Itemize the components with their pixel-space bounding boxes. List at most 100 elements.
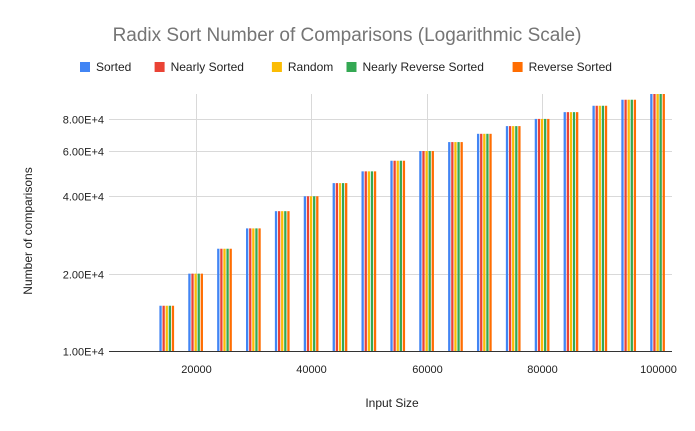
bar (165, 305, 168, 351)
bar (422, 151, 425, 351)
bar (540, 118, 544, 351)
bar (223, 248, 226, 351)
legend-item: Nearly Sorted (154, 60, 244, 74)
bar (255, 228, 258, 351)
bar (534, 118, 538, 351)
bar (338, 183, 342, 351)
x-tick-label: 40000 (296, 364, 327, 376)
legend-label: Reverse Sorted (529, 60, 612, 74)
bar (480, 133, 483, 351)
bar (650, 94, 653, 351)
bar (537, 118, 541, 351)
bar (229, 248, 232, 351)
bar (451, 142, 454, 351)
x-tick-label: 80000 (527, 364, 558, 376)
bar (653, 94, 656, 351)
y-tick-label: 4.00E+4 (63, 192, 104, 204)
bar (335, 183, 339, 351)
legend-item: Nearly Reverse Sorted (346, 60, 484, 74)
legend-swatch (271, 62, 282, 72)
legend-label: Sorted (96, 60, 131, 74)
bar (662, 94, 665, 351)
y-tick-label: 8.00E+4 (63, 115, 104, 127)
bar (220, 248, 223, 351)
bar (171, 305, 175, 351)
bar (309, 196, 313, 351)
y-tick-label: 6.00E+4 (63, 147, 104, 159)
bar (544, 118, 547, 351)
legend-item: Random (271, 60, 333, 74)
bar (159, 305, 162, 351)
bar (168, 305, 171, 351)
bar (200, 273, 203, 351)
bar (572, 112, 576, 351)
y-axis-title: Number of comparisons (21, 167, 35, 294)
x-tick-label: 20000 (181, 364, 212, 376)
bar (489, 133, 492, 351)
bar (604, 105, 608, 351)
bar (486, 133, 489, 351)
bar (419, 151, 422, 351)
bar (431, 151, 434, 351)
bar (428, 151, 431, 351)
bar (316, 196, 319, 351)
bar (483, 133, 486, 351)
bar (345, 183, 348, 351)
y-tick-label: 2.00E+4 (63, 270, 104, 282)
bar (188, 273, 191, 351)
bar (476, 133, 480, 351)
bar (390, 160, 393, 351)
bar (393, 160, 396, 351)
bar (457, 142, 460, 351)
bar (246, 228, 249, 351)
bar (332, 183, 335, 351)
bar (505, 126, 509, 351)
bar (402, 160, 406, 351)
bar (592, 105, 595, 351)
legend-swatch (154, 62, 165, 72)
bar (217, 248, 220, 351)
bar (277, 211, 281, 351)
bar (258, 228, 261, 351)
bar (226, 248, 229, 351)
bar (191, 273, 194, 351)
bar (448, 142, 451, 351)
bar (361, 171, 364, 351)
legend-label: Nearly Sorted (171, 60, 244, 74)
x-tick-label: 100000 (640, 364, 677, 376)
bar (252, 228, 255, 351)
bar (659, 94, 662, 351)
bar (370, 171, 374, 351)
bar (508, 126, 512, 351)
bar (576, 112, 579, 351)
legend: Sorted Nearly Sorted Random Nearly Reverse … (80, 60, 612, 74)
bar (518, 126, 521, 351)
bar (569, 112, 573, 351)
bar (249, 228, 252, 351)
bars (159, 94, 665, 351)
bar (287, 211, 290, 351)
bar (598, 105, 601, 351)
legend-item: Sorted (80, 60, 131, 74)
legend-label: Nearly Reverse Sorted (363, 60, 484, 74)
legend-swatch (80, 62, 90, 72)
bar (627, 99, 630, 351)
legend-swatch (346, 62, 357, 72)
bar (373, 171, 377, 351)
chart-title: Radix Sort Number of Comparisons (Logari… (113, 25, 582, 46)
y-tick-label: 1.00E+4 (63, 347, 104, 359)
bar (595, 105, 598, 351)
bar (364, 171, 367, 351)
tick-labels: 1.00E+4 2.00E+4 4.00E+4 6.00E+4 8.00E+4 20000… (63, 115, 677, 377)
bar (624, 99, 627, 351)
x-axis-title: Input Size (365, 396, 419, 410)
bar (633, 99, 637, 351)
bar (630, 99, 633, 351)
bar (515, 126, 518, 351)
bar (313, 196, 316, 351)
bar (306, 196, 310, 351)
x-tick-label: 60000 (412, 364, 443, 376)
bar (341, 183, 345, 351)
